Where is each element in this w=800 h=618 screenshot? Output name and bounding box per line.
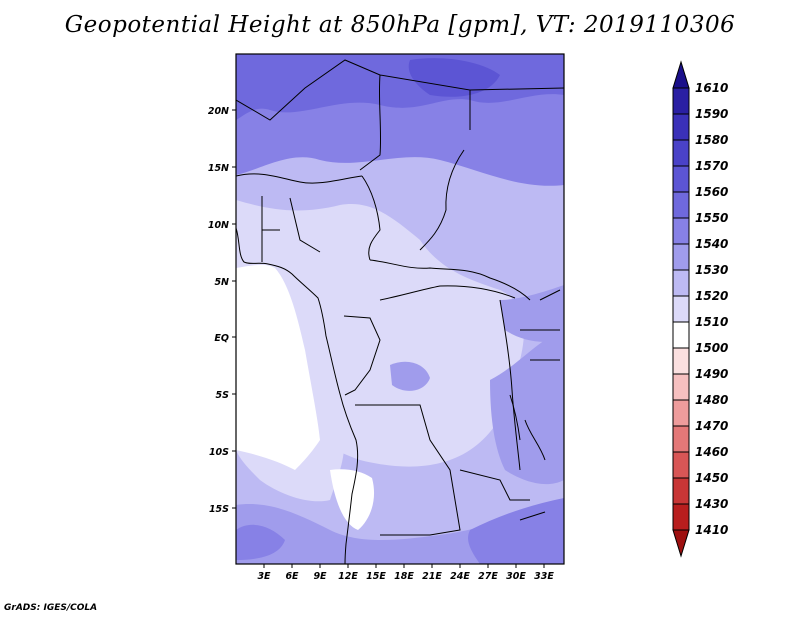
height-field bbox=[236, 54, 564, 564]
lat-label: 5S bbox=[216, 390, 230, 401]
lat-label: 10S bbox=[209, 447, 229, 458]
colorbar-label: 1540 bbox=[695, 237, 728, 251]
colorbar-cell bbox=[672, 399, 690, 427]
lat-label: 20N bbox=[208, 106, 229, 117]
colorbar-label: 1580 bbox=[695, 133, 728, 147]
colorbar-cell bbox=[672, 139, 690, 167]
lon-label: 15E bbox=[366, 571, 386, 582]
lat-label: 10N bbox=[208, 220, 229, 231]
colorbar-cell bbox=[672, 477, 690, 505]
colorbar-cell bbox=[672, 321, 690, 349]
colorbar-label: 1530 bbox=[695, 263, 728, 277]
colorbar-cell bbox=[672, 87, 690, 115]
colorbar-label: 1410 bbox=[695, 523, 728, 537]
lat-axis: 20N 15N 10N 5N EQ 5S 10S 15S bbox=[208, 106, 236, 515]
colorbar-label: 1430 bbox=[695, 497, 728, 511]
colorbar-label: 1510 bbox=[695, 315, 728, 329]
colorbar-cell bbox=[672, 269, 690, 297]
colorbar-cell bbox=[672, 347, 690, 375]
colorbar-label: 1550 bbox=[695, 211, 728, 225]
lon-label: 12E bbox=[338, 571, 358, 582]
colorbar-top-arrow bbox=[672, 60, 690, 89]
colorbar-cell bbox=[672, 451, 690, 479]
colorbar-label: 1570 bbox=[695, 159, 728, 173]
lat-label: 15S bbox=[209, 504, 229, 515]
colorbar-cell bbox=[672, 373, 690, 401]
lon-label: 9E bbox=[313, 571, 327, 582]
lon-label: 24E bbox=[450, 571, 470, 582]
lat-label: 15N bbox=[208, 163, 229, 174]
lon-label: 21E bbox=[422, 571, 442, 582]
colorbar-cell bbox=[672, 217, 690, 245]
colorbar-label: 1460 bbox=[695, 445, 728, 459]
map-frame bbox=[235, 53, 565, 565]
colorbar-cell bbox=[672, 503, 690, 531]
colorbar-label: 1470 bbox=[695, 419, 728, 433]
lat-label: EQ bbox=[214, 333, 229, 344]
colorbar-label: 1490 bbox=[695, 367, 728, 381]
colorbar-label: 1610 bbox=[695, 81, 728, 95]
colorbar-label: 1590 bbox=[695, 107, 728, 121]
lon-label: 30E bbox=[506, 571, 526, 582]
colorbar-cell bbox=[672, 113, 690, 141]
colorbar-label: 1500 bbox=[695, 341, 728, 355]
colorbar-label: 1450 bbox=[695, 471, 728, 485]
colorbar-cell bbox=[672, 243, 690, 271]
chart-title: Geopotential Height at 850hPa [gpm], VT:… bbox=[64, 12, 736, 38]
lon-label: 27E bbox=[478, 571, 498, 582]
colorbar-cell bbox=[672, 191, 690, 219]
country-borders bbox=[236, 59, 564, 564]
lon-axis: 3E 6E 9E 12E 15E 18E 21E 24E 27E 30E 33E bbox=[257, 564, 554, 582]
colorbar-cell bbox=[672, 295, 690, 323]
colorbar-label: 1480 bbox=[695, 393, 728, 407]
colorbar-bottom-arrow bbox=[672, 529, 690, 558]
colorbar-label: 1560 bbox=[695, 185, 728, 199]
colorbar-cell bbox=[672, 425, 690, 453]
grads-credit: GrADS: IGES/COLA bbox=[4, 603, 98, 613]
lon-label: 6E bbox=[285, 571, 299, 582]
lon-label: 3E bbox=[257, 571, 271, 582]
colorbar: 1610 1590 1580 1570 1560 1550 1540 1530 1520 1510… bbox=[672, 60, 728, 558]
lake-outlines bbox=[509, 394, 546, 521]
lat-label: 5N bbox=[214, 277, 229, 288]
lon-label: 33E bbox=[534, 571, 554, 582]
lon-label: 18E bbox=[394, 571, 414, 582]
colorbar-cell bbox=[672, 165, 690, 193]
colorbar-label: 1520 bbox=[695, 289, 728, 303]
